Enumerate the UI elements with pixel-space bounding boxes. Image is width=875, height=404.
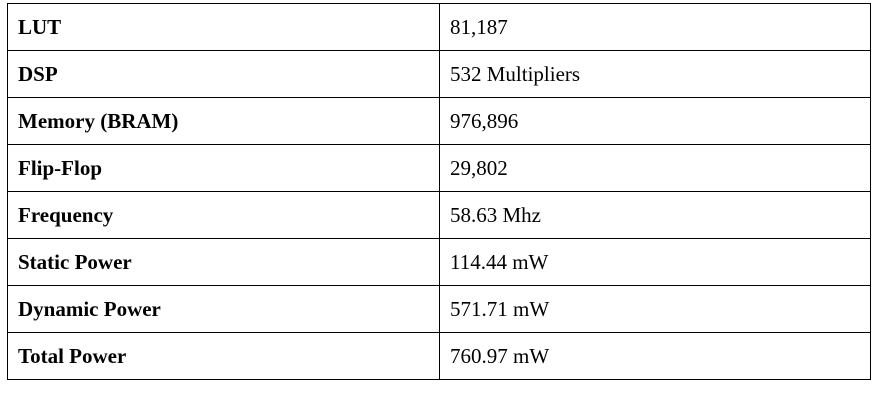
row-label: Memory (BRAM) — [7, 97, 440, 145]
row-value: 81,187 — [439, 3, 871, 51]
row-value: 114.44 mW — [439, 238, 871, 286]
table-row: Memory (BRAM) 976,896 — [7, 97, 871, 145]
resource-utilization-table: LUT 81,187 DSP 532 Multipliers Memory (B… — [7, 3, 871, 380]
row-value: 760.97 mW — [439, 332, 871, 380]
row-label: Static Power — [7, 238, 440, 286]
table-row: Static Power 114.44 mW — [7, 238, 871, 286]
row-value: 58.63 Mhz — [439, 191, 871, 239]
table-row: Flip-Flop 29,802 — [7, 144, 871, 192]
row-value: 976,896 — [439, 97, 871, 145]
row-value: 29,802 — [439, 144, 871, 192]
row-label: Dynamic Power — [7, 285, 440, 333]
table-row: Dynamic Power 571.71 mW — [7, 285, 871, 333]
table-row: LUT 81,187 — [7, 3, 871, 51]
resource-table-container: LUT 81,187 DSP 532 Multipliers Memory (B… — [7, 3, 871, 380]
row-label: Frequency — [7, 191, 440, 239]
table-row: DSP 532 Multipliers — [7, 50, 871, 98]
row-label: LUT — [7, 3, 440, 51]
row-label: Total Power — [7, 332, 440, 380]
row-label: DSP — [7, 50, 440, 98]
table-row: Frequency 58.63 Mhz — [7, 191, 871, 239]
table-row: Total Power 760.97 mW — [7, 332, 871, 380]
row-value: 532 Multipliers — [439, 50, 871, 98]
row-label: Flip-Flop — [7, 144, 440, 192]
row-value: 571.71 mW — [439, 285, 871, 333]
